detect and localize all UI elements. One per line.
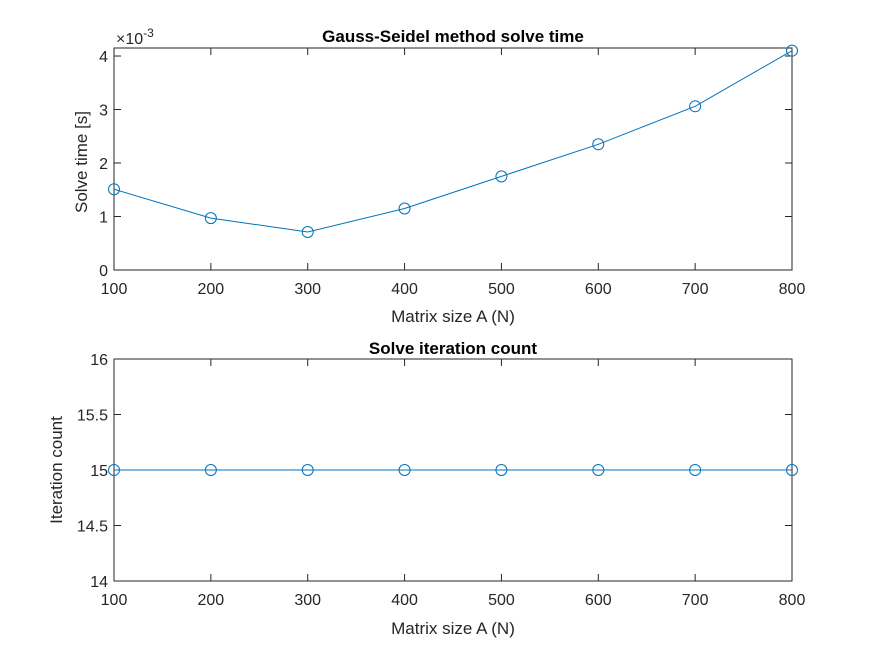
iteration-count-ylabel: Iteration count	[47, 416, 66, 524]
x-tick-label: 200	[198, 281, 225, 298]
solve-time-data-point	[495, 170, 508, 183]
solve-time-title: Gauss-Seidel method solve time	[322, 27, 584, 46]
solve-time-xlabel: Matrix size A (N)	[391, 307, 515, 326]
solve-time-axes-box	[113, 47, 793, 271]
x-tick-label: 400	[391, 281, 418, 298]
iteration-count-data-point	[689, 464, 702, 476]
solve-time-data-point	[204, 212, 217, 225]
y-tick-label: 15	[90, 463, 108, 480]
x-tick-label: 400	[391, 592, 418, 609]
x-tick-label: 200	[198, 592, 225, 609]
solve-time-ticks: 100 200 300 400 500 600 700 800 0 1 2 3 4	[99, 48, 805, 298]
solve-time-data-point	[301, 226, 314, 239]
iteration-count-data-point	[301, 464, 314, 476]
y-tick-label: 0	[99, 263, 108, 280]
iteration-count-plot-area	[108, 464, 798, 476]
solve-time-data-point	[398, 202, 411, 215]
y-tick-label: 3	[99, 103, 108, 120]
y-tick-label: 16	[90, 352, 108, 369]
y-tick-label: 2	[99, 156, 108, 173]
x-tick-label: 700	[682, 281, 709, 298]
x-tick-label: 800	[779, 281, 806, 298]
iteration-count-data-point	[495, 464, 508, 476]
y-exponent-label: ×10-3	[116, 26, 154, 48]
x-tick-label: 300	[294, 281, 321, 298]
iteration-count-data-point	[398, 464, 411, 476]
x-tick-label: 500	[488, 281, 515, 298]
solve-time-subplot: Gauss-Seidel method solve time ×10-3 Mat…	[72, 26, 805, 326]
solve-time-plot-area	[108, 44, 798, 239]
iteration-count-data-point	[108, 464, 120, 476]
y-tick-label: 15.5	[77, 408, 108, 425]
x-tick-label: 600	[585, 281, 612, 298]
y-tick-label: 1	[99, 210, 108, 227]
solve-time-ylabel: Solve time [s]	[72, 111, 91, 213]
solve-time-series-line	[113, 50, 793, 233]
iteration-count-ticks: 100 200 300 400 500 600 700 800 14 14.5 15 15.5 16	[77, 352, 806, 609]
iteration-count-subplot: Solve iteration count Matrix size A (N) …	[47, 339, 805, 638]
iteration-count-xlabel: Matrix size A (N)	[391, 619, 515, 638]
y-tick-label: 14	[90, 574, 108, 591]
y-tick-label: 14.5	[77, 519, 108, 536]
x-tick-label: 700	[682, 592, 709, 609]
x-tick-label: 600	[585, 592, 612, 609]
iteration-count-data-point	[592, 464, 605, 476]
solve-time-data-point	[592, 138, 605, 151]
solve-time-data-point	[786, 44, 798, 57]
solve-time-data-point	[689, 100, 702, 113]
iteration-count-data-point	[786, 464, 798, 476]
iteration-count-data-point	[204, 464, 217, 476]
x-tick-label: 100	[101, 281, 128, 298]
y-tick-label: 4	[99, 49, 108, 66]
x-tick-label: 500	[488, 592, 515, 609]
iteration-count-title: Solve iteration count	[369, 339, 537, 358]
x-tick-label: 800	[779, 592, 806, 609]
solve-time-data-point	[108, 183, 120, 196]
x-tick-label: 300	[294, 592, 321, 609]
x-tick-label: 100	[101, 592, 128, 609]
